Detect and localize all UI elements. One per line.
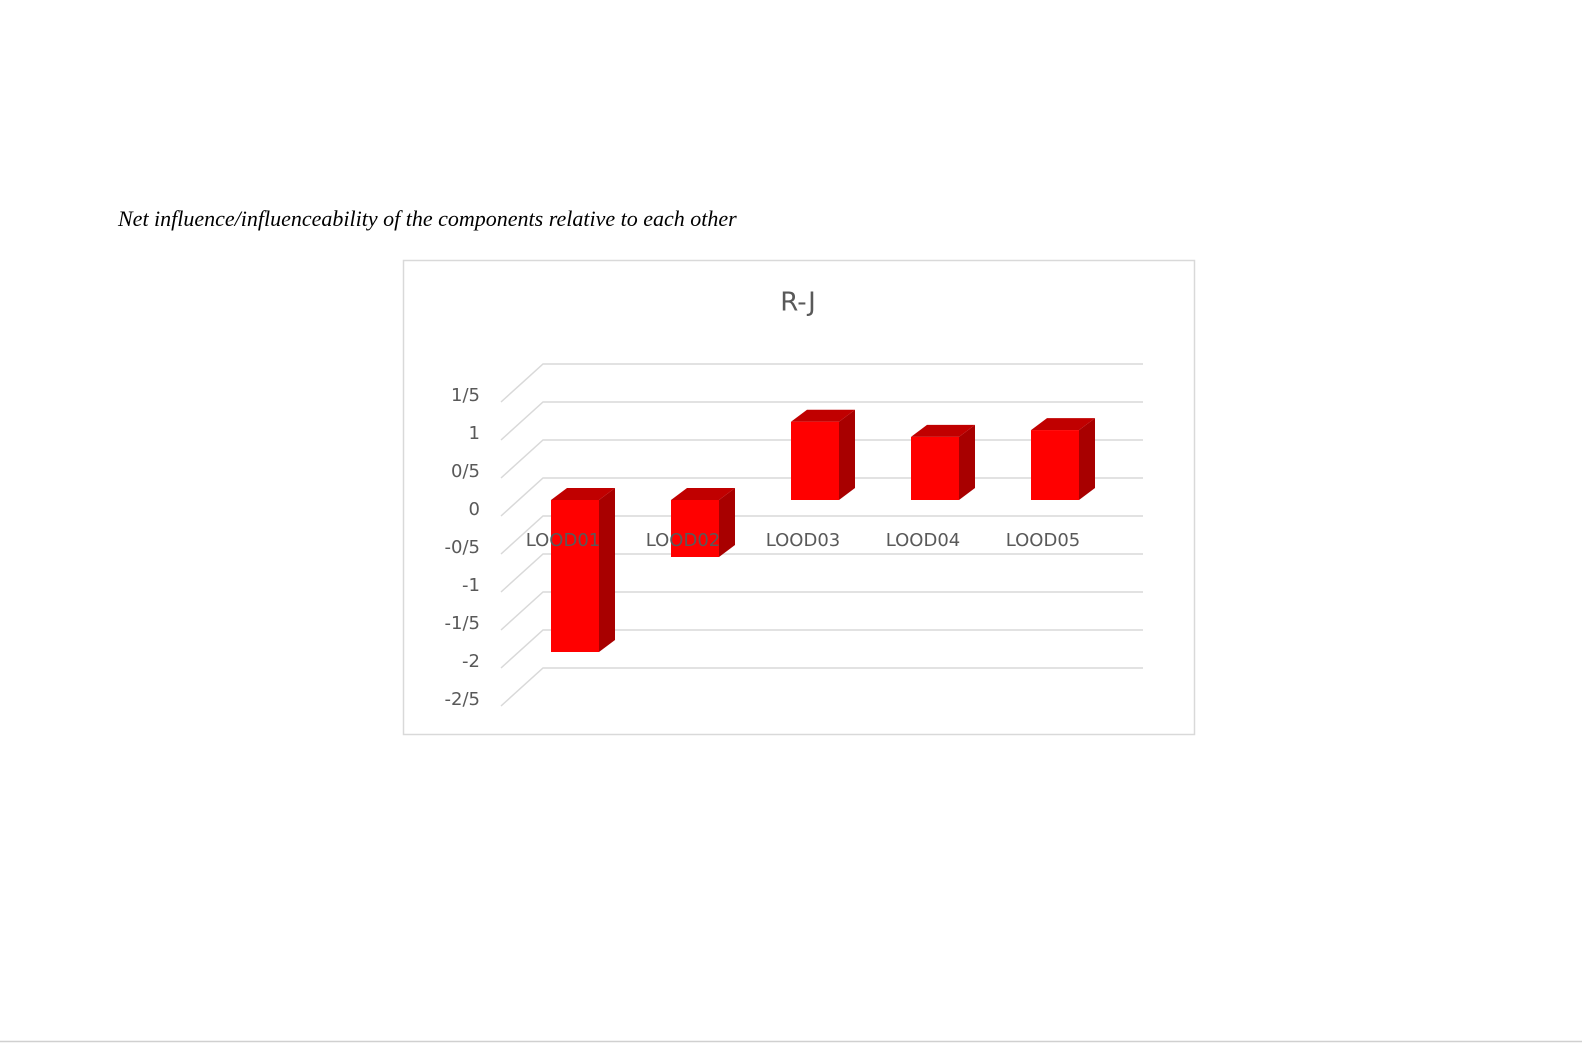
bar-top (791, 409, 855, 422)
grid-line (500, 553, 1143, 593)
y-tick-label: 0/5 (451, 461, 480, 482)
bar (1031, 430, 1079, 500)
grid-line (500, 667, 1143, 707)
bar-side (599, 488, 615, 652)
y-tick-label: -2 (462, 651, 480, 672)
plot: -2/5 -2 -1/5 -1 -0/5 0 0/5 1 1/5 LOOD01 LOOD02 LOOD… (445, 363, 1143, 710)
x-tick-label: LOOD05 (1006, 530, 1081, 551)
bar-top (671, 488, 735, 500)
y-tick-label: -2/5 (445, 689, 480, 710)
grid-line (500, 515, 1143, 555)
y-tick-label: 0 (469, 499, 480, 520)
bar-side (959, 424, 975, 500)
grid-line (500, 629, 1143, 669)
y-tick-label: 1 (469, 423, 480, 444)
x-tick-label: LOOD04 (886, 530, 961, 551)
x-tick-label: LOOD01 (526, 530, 601, 551)
y-tick-label: -1/5 (445, 613, 480, 634)
chart-title: R-J (780, 288, 816, 318)
grid-line (500, 591, 1143, 631)
y-tick-label: -0/5 (445, 537, 480, 558)
bar-top (1031, 418, 1095, 431)
bar-side (719, 488, 735, 557)
x-tick-label: LOOD02 (646, 530, 721, 551)
bar (791, 421, 839, 500)
bar-top (551, 488, 615, 500)
bar (911, 436, 959, 500)
bar-side (839, 409, 855, 500)
grid-line (500, 401, 1143, 441)
bar (551, 500, 599, 652)
bar-side (1079, 418, 1095, 500)
caption: Net influence/influenceability of the co… (117, 206, 737, 231)
bar-top (911, 424, 975, 437)
y-tick-label: 1/5 (451, 385, 480, 406)
y-tick-label: -1 (462, 575, 480, 596)
grid-line (500, 363, 1143, 403)
bar (671, 500, 719, 557)
x-tick-label: LOOD03 (766, 530, 841, 551)
